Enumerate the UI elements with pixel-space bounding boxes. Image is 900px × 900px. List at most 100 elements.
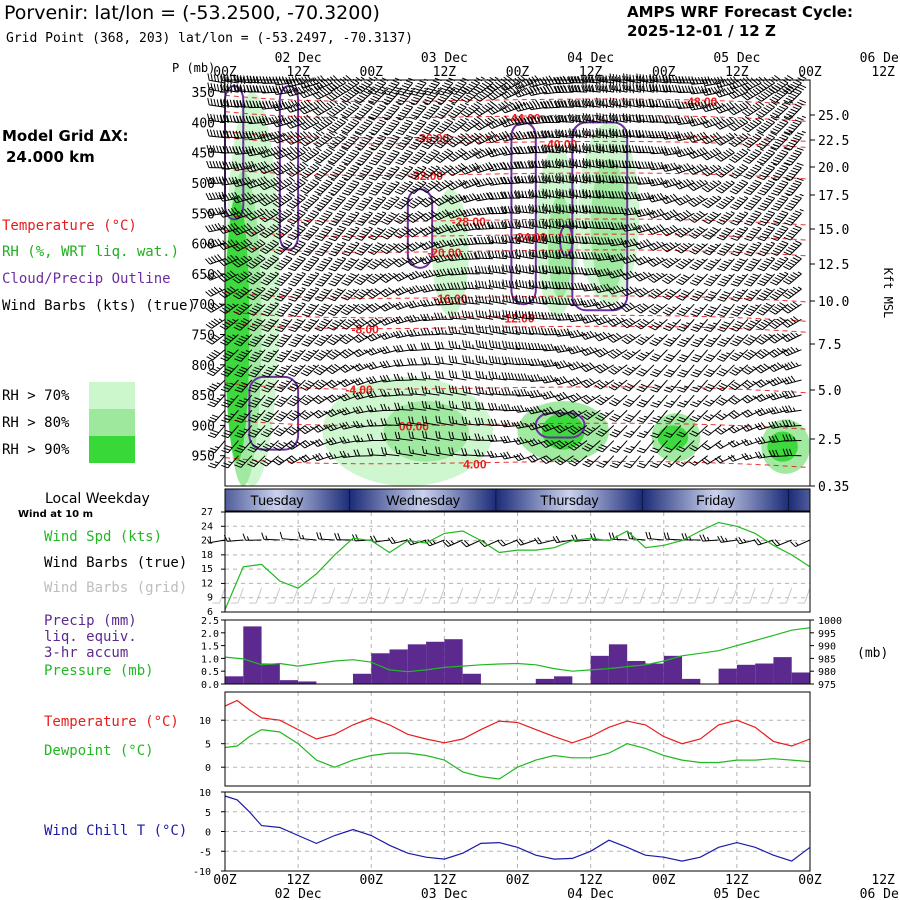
barb-flag (752, 79, 759, 85)
wind-barb (272, 75, 303, 86)
barb-flag (372, 261, 379, 266)
barb-flag (489, 93, 496, 99)
barb-flag (665, 84, 669, 92)
barb-flag (476, 101, 483, 106)
barb-flag (734, 248, 742, 252)
barb-flag (363, 242, 371, 247)
barb-flag (403, 82, 411, 86)
barb-flag (526, 80, 532, 88)
barb-flag (302, 139, 309, 145)
barb-flag (642, 255, 649, 262)
barb-flag (761, 217, 769, 222)
barb-flag (283, 179, 290, 186)
barb-flag (661, 132, 666, 140)
wind-barb (354, 116, 375, 135)
barb-flag (298, 108, 305, 115)
barb-flag (469, 237, 474, 245)
barb-flag (414, 198, 422, 203)
barb-flag (707, 231, 715, 236)
barb-flag (363, 152, 371, 156)
barb-flag (304, 76, 309, 83)
barb-flag (749, 137, 757, 143)
barb-half-flag (799, 193, 804, 197)
barb-flag (754, 149, 762, 154)
barb-flag (392, 89, 400, 93)
wind-barb (784, 209, 804, 226)
barb-flag (374, 229, 382, 234)
barb-flag (332, 155, 339, 160)
barb-flag (517, 85, 524, 92)
barb-flag (413, 87, 421, 91)
barb-flag (307, 75, 313, 82)
wind-barb (408, 103, 429, 120)
wind-barb (448, 77, 469, 95)
wind-barb (648, 146, 668, 155)
barb-flag (399, 111, 407, 116)
barb-flag (455, 122, 462, 127)
barb-flag (457, 105, 465, 110)
barb-flag (754, 179, 762, 184)
barb-flag (761, 248, 769, 252)
barb-half-flag (714, 259, 720, 262)
barb-flag (306, 99, 312, 106)
barb-flag (463, 87, 471, 92)
barb-flag (365, 165, 373, 169)
barb-flag (784, 207, 792, 211)
barb-flag (457, 135, 464, 140)
barb-flag (361, 185, 369, 189)
barb-flag (794, 88, 802, 93)
barb-flag (384, 114, 392, 118)
barb-flag (385, 231, 393, 236)
barb-flag (668, 75, 672, 83)
barb-flag (436, 184, 443, 191)
barb-flag (409, 230, 416, 236)
barb-flag (712, 164, 719, 170)
wind-barb (368, 102, 389, 120)
barb-flag (495, 148, 501, 155)
barb-flag (355, 101, 362, 106)
barb-flag (288, 186, 296, 191)
barb-flag (693, 118, 699, 125)
barb-flag (739, 166, 746, 171)
barb-flag (710, 118, 716, 125)
barb-flag (432, 80, 440, 84)
legend-dewpoint: Dewpoint (°C) (44, 743, 154, 759)
rh70-swatch (89, 382, 135, 409)
barb-flag (792, 90, 800, 95)
barb-flag (345, 93, 352, 99)
barb-flag (259, 102, 264, 110)
barb-flag (699, 132, 705, 139)
barb-flag (444, 106, 451, 111)
barb-flag (744, 222, 751, 226)
barb-flag (786, 190, 794, 194)
barb-flag (647, 261, 654, 267)
wind-barb (756, 131, 778, 150)
barb-flag (219, 99, 223, 107)
barb-flag (652, 83, 656, 91)
barb-flag (699, 163, 706, 170)
barb-flag (755, 87, 762, 93)
barb-flag (302, 161, 309, 167)
barb-flag (736, 120, 743, 127)
barb-flag (743, 175, 751, 180)
barb-flag (315, 82, 321, 89)
barb-flag (713, 117, 719, 124)
barb-flag (350, 105, 357, 110)
barb-flag (477, 236, 481, 244)
barb-half-flag (379, 258, 384, 262)
barb-flag (771, 76, 778, 82)
barb-flag (280, 181, 287, 187)
barb-flag (409, 92, 416, 96)
barb-flag (368, 86, 376, 91)
barb-flag (340, 129, 348, 134)
barb-flag (670, 147, 675, 154)
barb-flag (390, 197, 398, 201)
barb-flag (412, 200, 419, 205)
barb-flag (728, 109, 734, 116)
barb-staff (332, 122, 346, 133)
barb-flag (446, 156, 454, 162)
barb-flag (233, 83, 237, 91)
barb-flag (749, 106, 757, 112)
barb-flag (284, 101, 290, 109)
